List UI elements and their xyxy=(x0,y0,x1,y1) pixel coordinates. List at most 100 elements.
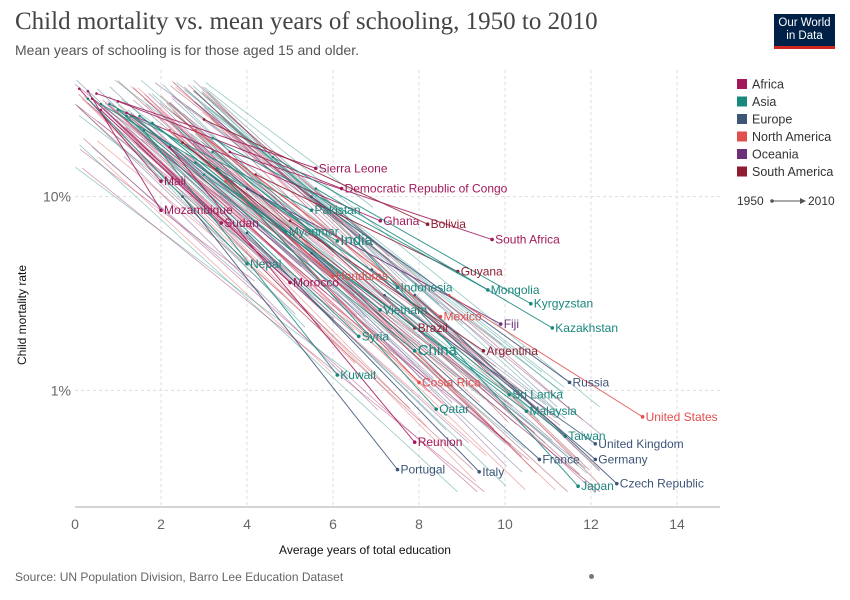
series-start-dot xyxy=(116,100,120,103)
series-label: Democratic Republic of Congo xyxy=(345,182,508,196)
series-end-dot xyxy=(219,221,223,225)
background-series-line xyxy=(136,118,302,268)
series-start-dot xyxy=(310,195,313,198)
series-start-dot xyxy=(90,97,94,100)
series-label: United States xyxy=(646,410,718,424)
series-label: Guyana xyxy=(461,265,503,279)
background-series-line xyxy=(171,80,578,461)
x-axis-label: Average years of total education xyxy=(279,543,451,557)
background-series-line xyxy=(171,95,503,345)
x-tick-label: 10 xyxy=(497,516,513,532)
series-label: Sudan xyxy=(224,216,259,230)
series-start-dot xyxy=(383,293,386,297)
series-end-dot xyxy=(438,314,443,319)
timeline-arrow-head xyxy=(800,198,806,204)
series-start-dot xyxy=(202,118,206,121)
series-label: India xyxy=(340,232,373,249)
series-label: Portugal xyxy=(401,463,446,477)
series-label: Pakistan xyxy=(315,203,361,217)
series-label: Mozambique xyxy=(164,203,233,217)
background-series-line xyxy=(151,93,588,474)
background-series-line xyxy=(117,80,568,492)
series-label: Kuwait xyxy=(340,368,377,382)
x-tick-label: 2 xyxy=(157,516,165,532)
legend-label: Oceania xyxy=(752,148,799,162)
series-label: Czech Republic xyxy=(620,477,704,491)
owid-logo[interactable]: Our World in Data xyxy=(774,14,835,49)
series-start-dot xyxy=(310,251,313,255)
series-line xyxy=(246,232,480,473)
series-end-dot xyxy=(550,326,555,330)
series-end-dot xyxy=(159,208,163,213)
series-label: Russia xyxy=(573,375,610,389)
series-end-dot xyxy=(331,274,335,278)
series-end-dot xyxy=(477,469,482,474)
series-start-dot xyxy=(129,114,133,118)
background-series-line xyxy=(144,119,354,331)
x-axis-ticks: 0 2 4 6 8 10 12 14 xyxy=(71,516,685,532)
series-line xyxy=(169,146,416,443)
background-series-line xyxy=(154,82,399,261)
series-line xyxy=(255,174,458,273)
background-series-line xyxy=(195,101,464,325)
series-end-dot xyxy=(529,301,533,306)
background-series-line xyxy=(76,79,290,277)
series-end-dot xyxy=(395,467,400,472)
source-note: Source: UN Population Division, Barro Le… xyxy=(15,570,344,584)
series-start-dot xyxy=(353,238,356,241)
timeline-play-dot[interactable] xyxy=(589,574,594,579)
series-start-dot xyxy=(194,128,197,132)
series-label: China xyxy=(418,342,458,359)
series-end-dot xyxy=(593,441,598,446)
series-start-dot xyxy=(288,219,292,223)
background-series-line xyxy=(136,145,487,456)
series-line xyxy=(203,174,510,396)
series-end-dot xyxy=(576,484,580,489)
timeline-start-label: 1950 xyxy=(737,194,764,208)
logo-line-2: in Data xyxy=(786,30,823,42)
series-label: Malaysia xyxy=(530,404,578,418)
series-end-dot xyxy=(507,392,512,397)
background-series-line xyxy=(130,112,431,384)
x-tick-label: 8 xyxy=(415,516,423,532)
background-series-line xyxy=(184,153,600,492)
series-start-dot xyxy=(168,145,171,149)
legend-label: Africa xyxy=(752,78,784,92)
legend-swatch xyxy=(737,96,747,107)
series-line xyxy=(311,196,570,383)
series-end-dot xyxy=(615,481,619,486)
x-tick-label: 6 xyxy=(329,516,337,532)
series-start-dot xyxy=(314,187,318,190)
series-start-dot xyxy=(168,128,171,132)
series-label: Sri Lanka xyxy=(512,388,563,402)
series-line xyxy=(216,167,437,410)
x-tick-label: 0 xyxy=(71,516,79,532)
series-label: Mongolia xyxy=(491,283,540,297)
background-series-line xyxy=(96,140,284,295)
series-label: Bolivia xyxy=(431,217,467,231)
series-line xyxy=(100,109,222,224)
series-line xyxy=(182,196,398,470)
series-start-dot xyxy=(108,102,111,106)
series-end-dot xyxy=(481,348,486,353)
series-label: Argentina xyxy=(487,344,539,358)
series-line xyxy=(117,100,342,190)
series-line xyxy=(130,115,286,232)
background-series-line xyxy=(130,86,450,352)
series-start-dot xyxy=(194,161,197,164)
legend-label: Asia xyxy=(752,95,776,109)
background-series-line xyxy=(171,144,358,316)
y-tick-label: 10% xyxy=(43,189,71,205)
series-label: Indonesia xyxy=(401,280,453,294)
background-series-line xyxy=(176,82,565,388)
legend-swatch xyxy=(737,166,747,177)
series-label: Germany xyxy=(598,452,647,466)
series-start-dot xyxy=(116,108,120,112)
series-line xyxy=(87,98,248,265)
series-end-dot xyxy=(498,322,503,326)
series-label: Fiji xyxy=(504,317,519,331)
series-end-dot xyxy=(288,280,292,285)
background-series-line xyxy=(192,85,562,415)
series-line xyxy=(315,188,553,329)
